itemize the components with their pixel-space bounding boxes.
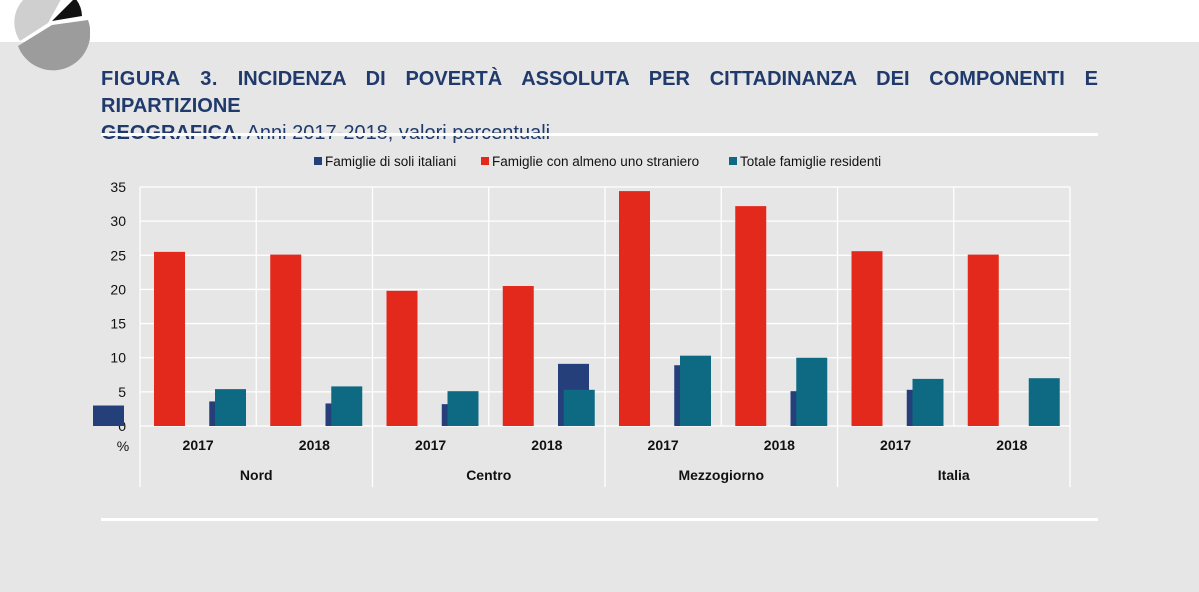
y-tick-label: 30 [110,213,126,229]
bar-stranieri-2 [386,290,418,426]
x-tick-label-year: 2018 [299,437,330,453]
legend-label: Famiglie con almeno uno straniero [492,154,699,169]
bar-stranieri-5 [735,206,767,426]
y-tick-label: 35 [110,179,126,195]
figure-label: FIGURA 3. [101,68,218,90]
bar-totale-6 [912,378,944,426]
bar-totale-3 [563,389,595,426]
y-tick-label: 5 [118,384,126,400]
bar-totale-1 [331,386,363,426]
legend-swatch-totale [729,157,737,165]
x-group-label: Centro [466,467,511,483]
figure-title-text: INCIDENZA DI POVERTÀ ASSOLUTA PER CITTAD… [101,68,1099,117]
x-tick-label-year: 2017 [415,437,446,453]
bar-stranieri-4 [619,191,650,426]
legend-swatch-italiani [314,157,322,165]
bar-totale-5 [796,357,828,426]
x-group-label: Nord [240,467,273,483]
legend-label: Famiglie di soli italiani [325,154,456,169]
bar-totale-7 [1028,378,1060,426]
bar-stranieri-0 [154,251,185,426]
x-tick-label-year: 2017 [183,437,214,453]
bar-totale-4 [680,355,711,426]
y-tick-label: 10 [110,350,126,366]
y-tick-label: 25 [110,247,126,263]
x-group-label: Italia [938,467,970,483]
y-tick-label: 15 [110,316,126,332]
bar-italiani-0 [93,405,124,426]
bar-stranieri-1 [270,254,302,426]
x-tick-label-year: 2018 [764,437,795,453]
x-tick-label-year: 2017 [880,437,911,453]
bar-totale-2 [447,391,479,426]
x-tick-label-year: 2018 [996,437,1027,453]
x-tick-label-year: 2017 [648,437,679,453]
legend-swatch-stranieri [481,157,489,165]
title-divider [101,133,1098,136]
legend-label: Totale famiglie residenti [740,154,881,169]
y-tick-label: 20 [110,281,126,297]
bar-stranieri-6 [851,251,883,426]
x-group-label: Mezzogiorno [678,467,764,483]
bottom-divider [101,518,1098,521]
bar-stranieri-3 [502,286,534,426]
bar-totale-0 [215,389,246,426]
y-unit-label: % [117,438,129,454]
pie-chart-logo-icon [14,0,90,71]
bar-stranieri-7 [967,254,999,426]
x-tick-label-year: 2018 [531,437,562,453]
